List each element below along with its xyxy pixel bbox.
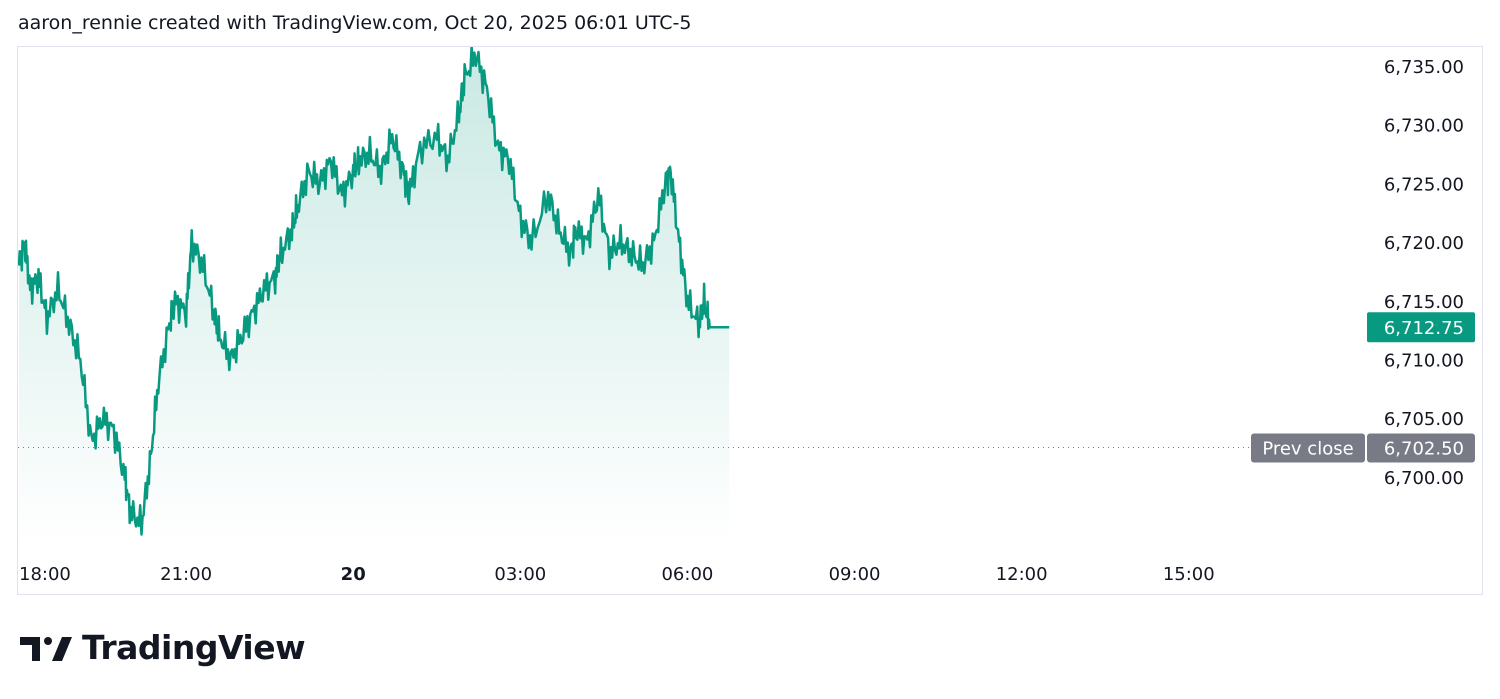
x-tick-label: 12:00: [996, 564, 1048, 585]
tradingview-brand-text: TradingView: [82, 628, 306, 667]
price-area-fill: [19, 47, 730, 544]
x-tick-label: 15:00: [1163, 564, 1215, 585]
x-tick-label: 20: [341, 564, 366, 585]
y-tick-label: 6,700.00: [1384, 468, 1464, 489]
chart-caption: aaron_rennie created with TradingView.co…: [18, 12, 692, 34]
y-tick-label: 6,715.00: [1384, 292, 1464, 313]
last-price-badge: [1367, 312, 1475, 343]
x-tick-label: 09:00: [829, 564, 881, 585]
prev-close-value-label: 6,702.50: [1384, 439, 1464, 460]
tradingview-logo: TradingView: [20, 628, 306, 667]
prev-close-label: Prev close: [1262, 439, 1353, 460]
y-tick-label: 6,730.00: [1384, 116, 1464, 137]
chart-panel[interactable]: 6,735.00 6,730.00 6,725.00 6,720.00 6,715.00…: [17, 46, 1483, 595]
y-tick-label: 6,720.00: [1384, 233, 1464, 254]
prev-close-badge: [1251, 433, 1365, 463]
tradingview-logo-icon: [20, 636, 72, 661]
y-tick-label: 6,710.00: [1384, 351, 1464, 372]
x-tick-label: 06:00: [661, 564, 713, 585]
y-tick-label: 6,705.00: [1384, 409, 1464, 430]
y-tick-label: 6,725.00: [1384, 174, 1464, 195]
price-line-series[interactable]: [18, 47, 730, 536]
prev-close-value-badge: [1367, 433, 1475, 463]
last-price-label: 6,712.75: [1384, 318, 1464, 339]
x-tick-label: 03:00: [494, 564, 546, 585]
x-tick-label: 18:00: [19, 564, 71, 585]
y-tick-label: 6,735.00: [1384, 57, 1464, 78]
price-chart[interactable]: 6,735.00 6,730.00 6,725.00 6,720.00 6,715.00…: [18, 47, 1482, 594]
x-tick-label: 21:00: [160, 564, 212, 585]
